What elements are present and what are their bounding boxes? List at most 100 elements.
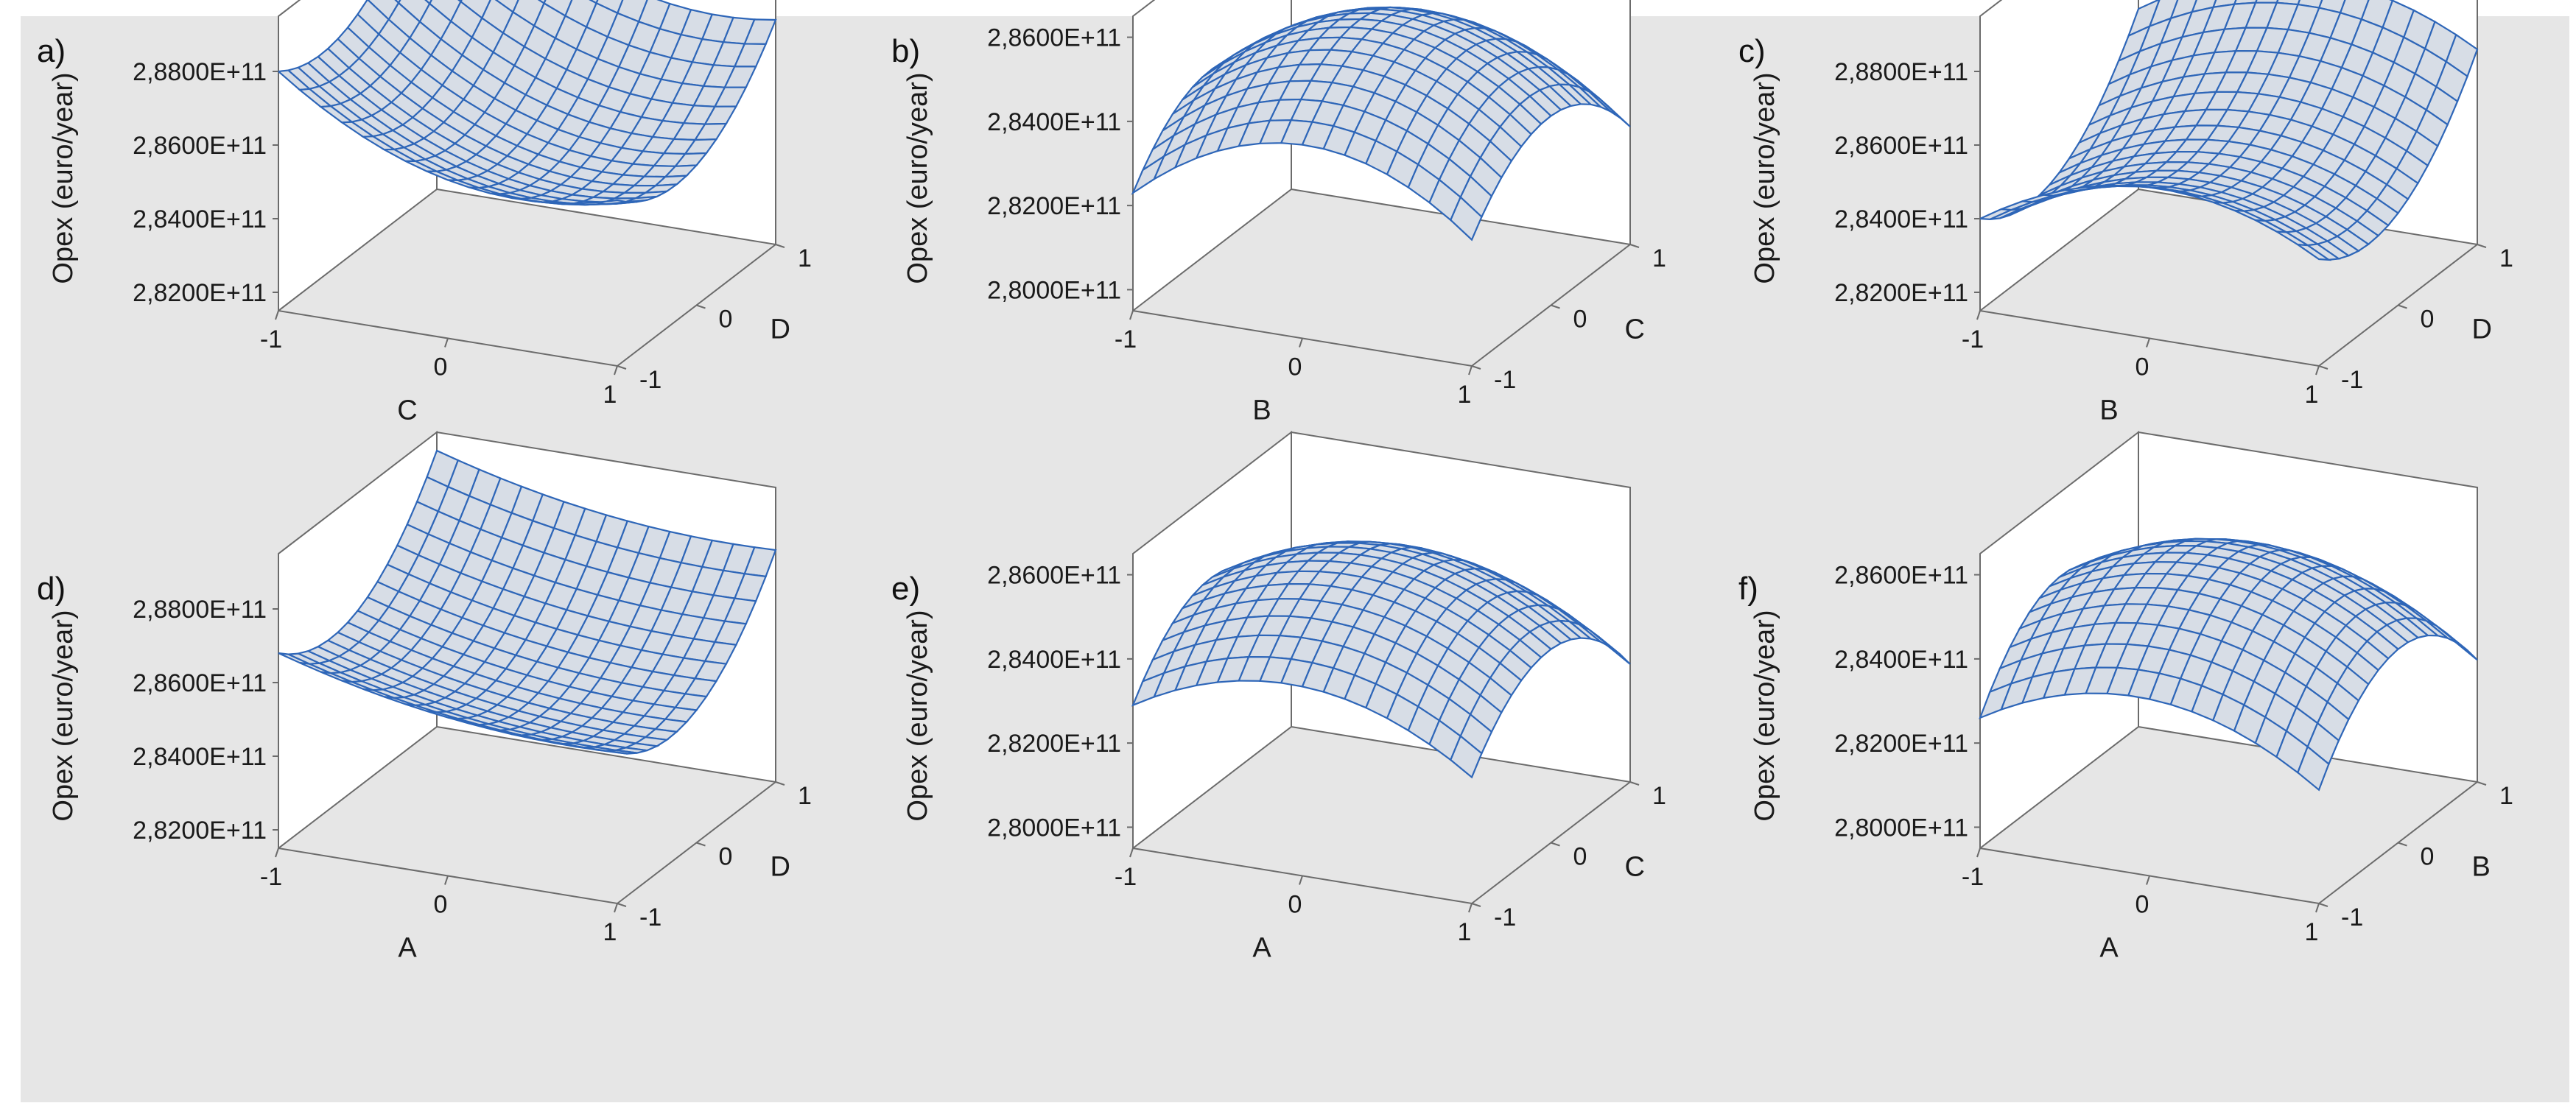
surface-cell: [2182, 7, 2214, 38]
surface-cell: [2241, 172, 2273, 188]
surface-cell: [1470, 158, 1502, 197]
surface-cell: [2059, 149, 2091, 173]
surface-cell-edge: [2296, 745, 2330, 792]
surface-cell: [1475, 40, 1508, 58]
surface-cell: [1415, 598, 1447, 621]
surface-cell: [2344, 144, 2376, 172]
surface-cell: [608, 67, 640, 94]
surface-cell: [2122, 547, 2154, 557]
surface-cell: [2214, 27, 2246, 53]
surface-cell: [508, 172, 540, 186]
surface-cell: [2233, 199, 2264, 211]
surface-cell: [547, 629, 578, 652]
surface-cell: [2208, 153, 2240, 168]
surface-cell: [417, 476, 449, 512]
surface-cell: [309, 86, 341, 107]
surface-cell: [1450, 197, 1482, 240]
surface-cell: [630, 605, 661, 631]
y-axis-title: D: [771, 314, 790, 345]
surface-cell: [479, 724, 510, 730]
surface-cell: [2284, 186, 2315, 205]
surface-cell: [2162, 55, 2194, 82]
surface-cell: [1507, 591, 1539, 607]
surface-cell: [278, 70, 310, 90]
surface-cell: [2194, 72, 2226, 94]
surface-cell: [2073, 605, 2105, 628]
x-tick-label: -1: [1115, 863, 1137, 891]
surface-cell: [2094, 178, 2126, 187]
surface-cell: [1469, 647, 1501, 678]
surface-cell: [1143, 651, 1174, 682]
z-axis-title: Opex (euro/year): [48, 72, 79, 283]
x-tick-mark: [1976, 310, 1981, 320]
surface-cell: [2327, 236, 2359, 256]
surface-cell: [2312, 565, 2343, 579]
surface-cell: [319, 82, 351, 104]
surface-cell: [1433, 21, 1465, 34]
surface-cell: [2141, 60, 2172, 88]
surface-cell: [2351, 19, 2383, 53]
surface-cell: [1172, 85, 1204, 114]
surface-cell: [446, 708, 478, 719]
surface-cell: [1366, 141, 1397, 175]
surface-cell: [599, 621, 631, 646]
surface-cell: [2032, 648, 2064, 677]
surface-cell: [391, 660, 423, 677]
surface-cell: [1218, 657, 1249, 683]
surface-cell: [2217, 543, 2249, 552]
surface-cell: [415, 705, 447, 713]
surface-cell: [511, 486, 543, 521]
surface-cell: [298, 651, 330, 663]
surface-cell: [556, 610, 588, 635]
surface-cell: [2199, 579, 2231, 599]
x-tick-mark: [2315, 903, 2320, 913]
surface-cell: [655, 175, 687, 186]
x-tick-mark: [444, 875, 449, 885]
surface-cell: [2065, 667, 2096, 695]
surface-cell: [359, 47, 390, 77]
surface-cell: [2039, 578, 2071, 599]
surface-cell: [2197, 554, 2229, 568]
y-tick-mark: [775, 244, 785, 248]
surface-cell: [1446, 58, 1478, 82]
surface-cell: [590, 143, 622, 161]
surface-cell: [348, 58, 381, 86]
surface-cell: [2364, 588, 2396, 603]
surface-cell: [467, 175, 499, 187]
x-tick-mark: [1976, 848, 1981, 858]
surface-cell: [2296, 686, 2328, 724]
surface-cell: [2323, 578, 2355, 596]
surface-cell: [1529, 626, 1561, 649]
surface-cell: [1418, 144, 1450, 180]
surface-cell: [379, 607, 410, 630]
surface-cell: [431, 39, 463, 71]
surface-cell: [2091, 557, 2123, 572]
surface-cell: [1247, 67, 1279, 89]
surface-cell: [2125, 170, 2157, 179]
surface-cell: [2039, 175, 2071, 196]
surface-cell: [2049, 163, 2081, 186]
surface-cell: [554, 501, 586, 535]
surface-cell: [1490, 127, 1522, 161]
z-tick-label: 2,8400E+11: [987, 108, 1121, 136]
surface-cell: [433, 122, 466, 144]
surface-cell: [1354, 111, 1386, 141]
surface-cell: [2200, 182, 2232, 193]
surface-cell: [1394, 589, 1425, 611]
surface-cell: [2131, 81, 2163, 108]
surface-cell: [2090, 125, 2121, 149]
surface-cell: [446, 166, 478, 179]
surface-cell: [522, 521, 555, 553]
surface-cell: [362, 678, 393, 690]
surface-cell: [599, 87, 631, 112]
surface-cell: [1509, 104, 1542, 135]
surface-cell: [443, 666, 475, 684]
surface-cell: [483, 608, 515, 633]
surface-cell: [2163, 93, 2195, 115]
surface-cell: [319, 660, 351, 673]
y-tick-mark: [775, 781, 785, 786]
z-tick-label: 2,8400E+11: [1834, 205, 1968, 233]
surface-cell: [568, 97, 600, 122]
surface-cell: [482, 560, 513, 590]
surface-cell: [2367, 632, 2398, 659]
